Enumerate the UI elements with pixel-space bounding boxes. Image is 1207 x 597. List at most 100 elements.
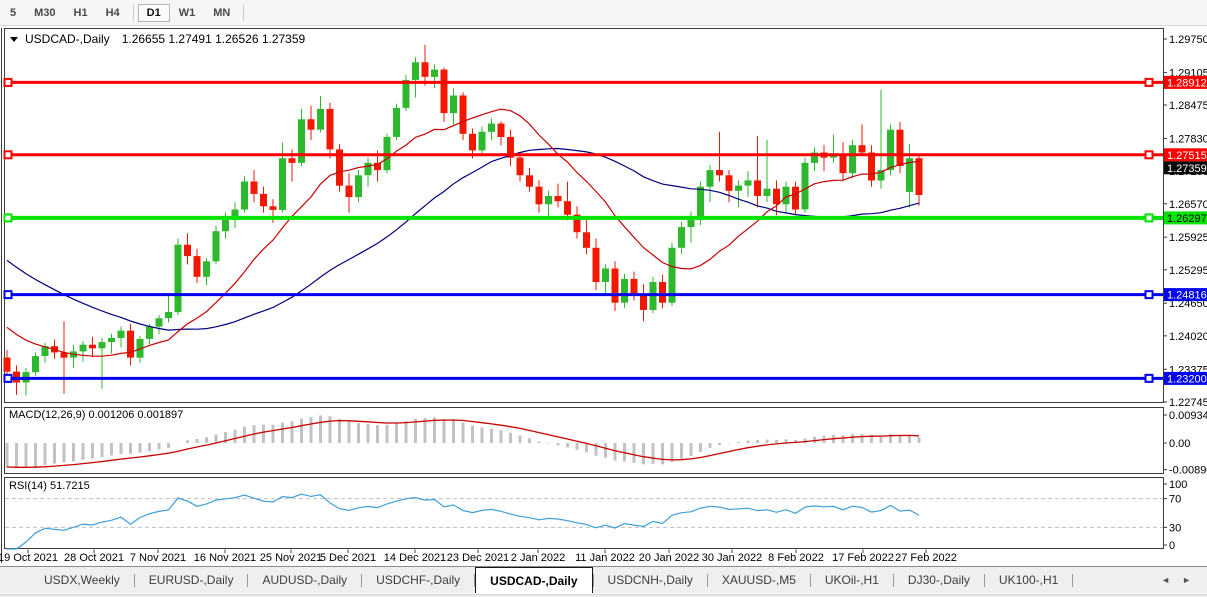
tab-scroll-left-icon[interactable]: ◄: [1161, 575, 1171, 585]
tab-separator: [983, 573, 985, 587]
status-strip: [0, 594, 1207, 597]
tab-separator: [809, 573, 811, 587]
candle: [402, 74, 410, 111]
sr-line-handle[interactable]: [3, 213, 13, 223]
timeframe-toolbar: 5 M30 H1 H4 D1 W1 MN: [0, 0, 1207, 26]
chart-tab-usdchf-daily[interactable]: USDCHF-,Daily: [376, 573, 461, 587]
chart-tab-eurusd-daily[interactable]: EURUSD-,Daily: [148, 573, 234, 587]
candle: [811, 147, 818, 172]
sr-line-handle[interactable]: [1144, 373, 1154, 383]
candle: [839, 142, 847, 182]
candle: [127, 324, 134, 366]
toolbar-separator: [243, 4, 245, 21]
symbol-dropdown-icon[interactable]: [10, 36, 18, 42]
sr-line-handle[interactable]: [3, 150, 13, 160]
date-label: 16 Nov 2021: [194, 552, 256, 564]
candle: [165, 295, 172, 323]
chart-tab-uk100-h1[interactable]: UK100-,H1: [998, 573, 1059, 587]
candle: [450, 88, 457, 125]
candle: [89, 336, 96, 357]
price-axis-label: 1.27830: [1169, 133, 1207, 145]
price-axis-label: 1.25295: [1169, 265, 1207, 277]
candle: [887, 124, 894, 176]
fast-moving-average-line: [6, 108, 920, 357]
chart-tab-usdcnh-daily[interactable]: USDCNH-,Daily: [607, 573, 693, 587]
sr-line-handle[interactable]: [1144, 150, 1154, 160]
sr-line-handle[interactable]: [3, 290, 13, 300]
price-axis-label: 1.28475: [1169, 100, 1207, 112]
date-label: 11 Jan 2022: [575, 552, 635, 564]
candle: [393, 103, 400, 140]
chart-tab-bar: USDX,Weekly EURUSD-,Daily AUDUSD-,Daily USD…: [0, 566, 1207, 593]
candle: [659, 274, 666, 309]
candle: [412, 57, 419, 98]
price-axis-label: 1.22745: [1169, 397, 1207, 409]
candle: [516, 152, 524, 182]
symbol-name: USDCAD-,Daily: [25, 32, 110, 46]
price-axis-label: 1.24650: [1169, 298, 1207, 310]
candle: [849, 140, 856, 179]
main-chart-pane[interactable]: [4, 28, 1164, 403]
candle: [345, 173, 353, 213]
timeframe-button-5[interactable]: 5: [10, 6, 17, 19]
macd-signal-line: [6, 419, 920, 469]
macd-indicator-label: MACD(12,26,9) 0.001206 0.001897: [9, 409, 184, 421]
timeframe-button-mn[interactable]: MN: [213, 6, 231, 19]
price-axis-label: 1.26570: [1169, 199, 1207, 211]
rsi-axis-label: 30: [1169, 522, 1181, 534]
chart-tab-usdcad-daily[interactable]: USDCAD-,Daily: [475, 567, 593, 593]
timeframe-button-h1[interactable]: H1: [73, 6, 88, 19]
candle: [868, 145, 875, 187]
date-label: 20 Jan 2022: [639, 552, 700, 564]
sr-line-handle[interactable]: [3, 373, 13, 383]
sr-line-handle[interactable]: [3, 77, 13, 87]
candle: [440, 67, 448, 122]
candle: [564, 181, 571, 221]
date-label: 25 Nov 2021: [260, 552, 322, 564]
chart-tab-xauusd-m5[interactable]: XAUUSD-,M5: [721, 573, 796, 587]
sr-price-badge: [1164, 75, 1207, 89]
chart-tab-ukoil-h1[interactable]: UKOil-,H1: [824, 573, 879, 587]
candle: [621, 273, 628, 308]
chart-tab-usdx-weekly[interactable]: USDX,Weekly: [44, 573, 120, 587]
candle: [193, 248, 201, 283]
sr-line-handle[interactable]: [1144, 77, 1154, 87]
tab-separator: [1072, 573, 1074, 587]
candle: [3, 349, 11, 378]
timeframe-button-d1[interactable]: D1: [137, 3, 170, 22]
tab-separator: [361, 573, 363, 587]
candle: [155, 315, 163, 335]
timeframe-button-w1[interactable]: W1: [178, 6, 196, 19]
date-label: 23 Dec 2021: [447, 552, 509, 564]
tab-scroll-right-icon[interactable]: ►: [1182, 575, 1191, 585]
candle: [431, 64, 438, 89]
date-label: 8 Feb 2022: [768, 552, 824, 564]
sr-line-handle[interactable]: [1144, 290, 1154, 300]
candle: [260, 186, 267, 213]
candle: [298, 108, 305, 166]
candle: [754, 135, 761, 208]
candle: [535, 180, 543, 213]
candle: [744, 171, 752, 197]
candle: [545, 190, 552, 218]
sr-line-handle[interactable]: [1144, 213, 1154, 223]
date-label: 27 Feb 2022: [895, 552, 957, 564]
candle: [763, 140, 771, 203]
candle: [640, 284, 647, 322]
chart-tab-audusd-daily[interactable]: AUDUSD-,Daily: [262, 573, 348, 587]
sr-price-badge-text: 1.24816: [1167, 290, 1207, 302]
candle: [792, 181, 799, 215]
tab-separator: [133, 573, 135, 587]
date-label: 7 Nov 2021: [130, 552, 186, 564]
candle: [174, 238, 182, 316]
candle: [108, 333, 115, 354]
sr-price-badge-text: 1.27515: [1167, 150, 1207, 162]
timeframe-button-m30[interactable]: M30: [34, 6, 56, 19]
tab-separator: [706, 573, 708, 587]
candle: [231, 202, 239, 229]
chart-tab-dj30-daily[interactable]: DJ30-,Daily: [907, 573, 970, 587]
timeframe-button-h4[interactable]: H4: [105, 6, 120, 19]
current-price-badge: [1164, 161, 1207, 175]
